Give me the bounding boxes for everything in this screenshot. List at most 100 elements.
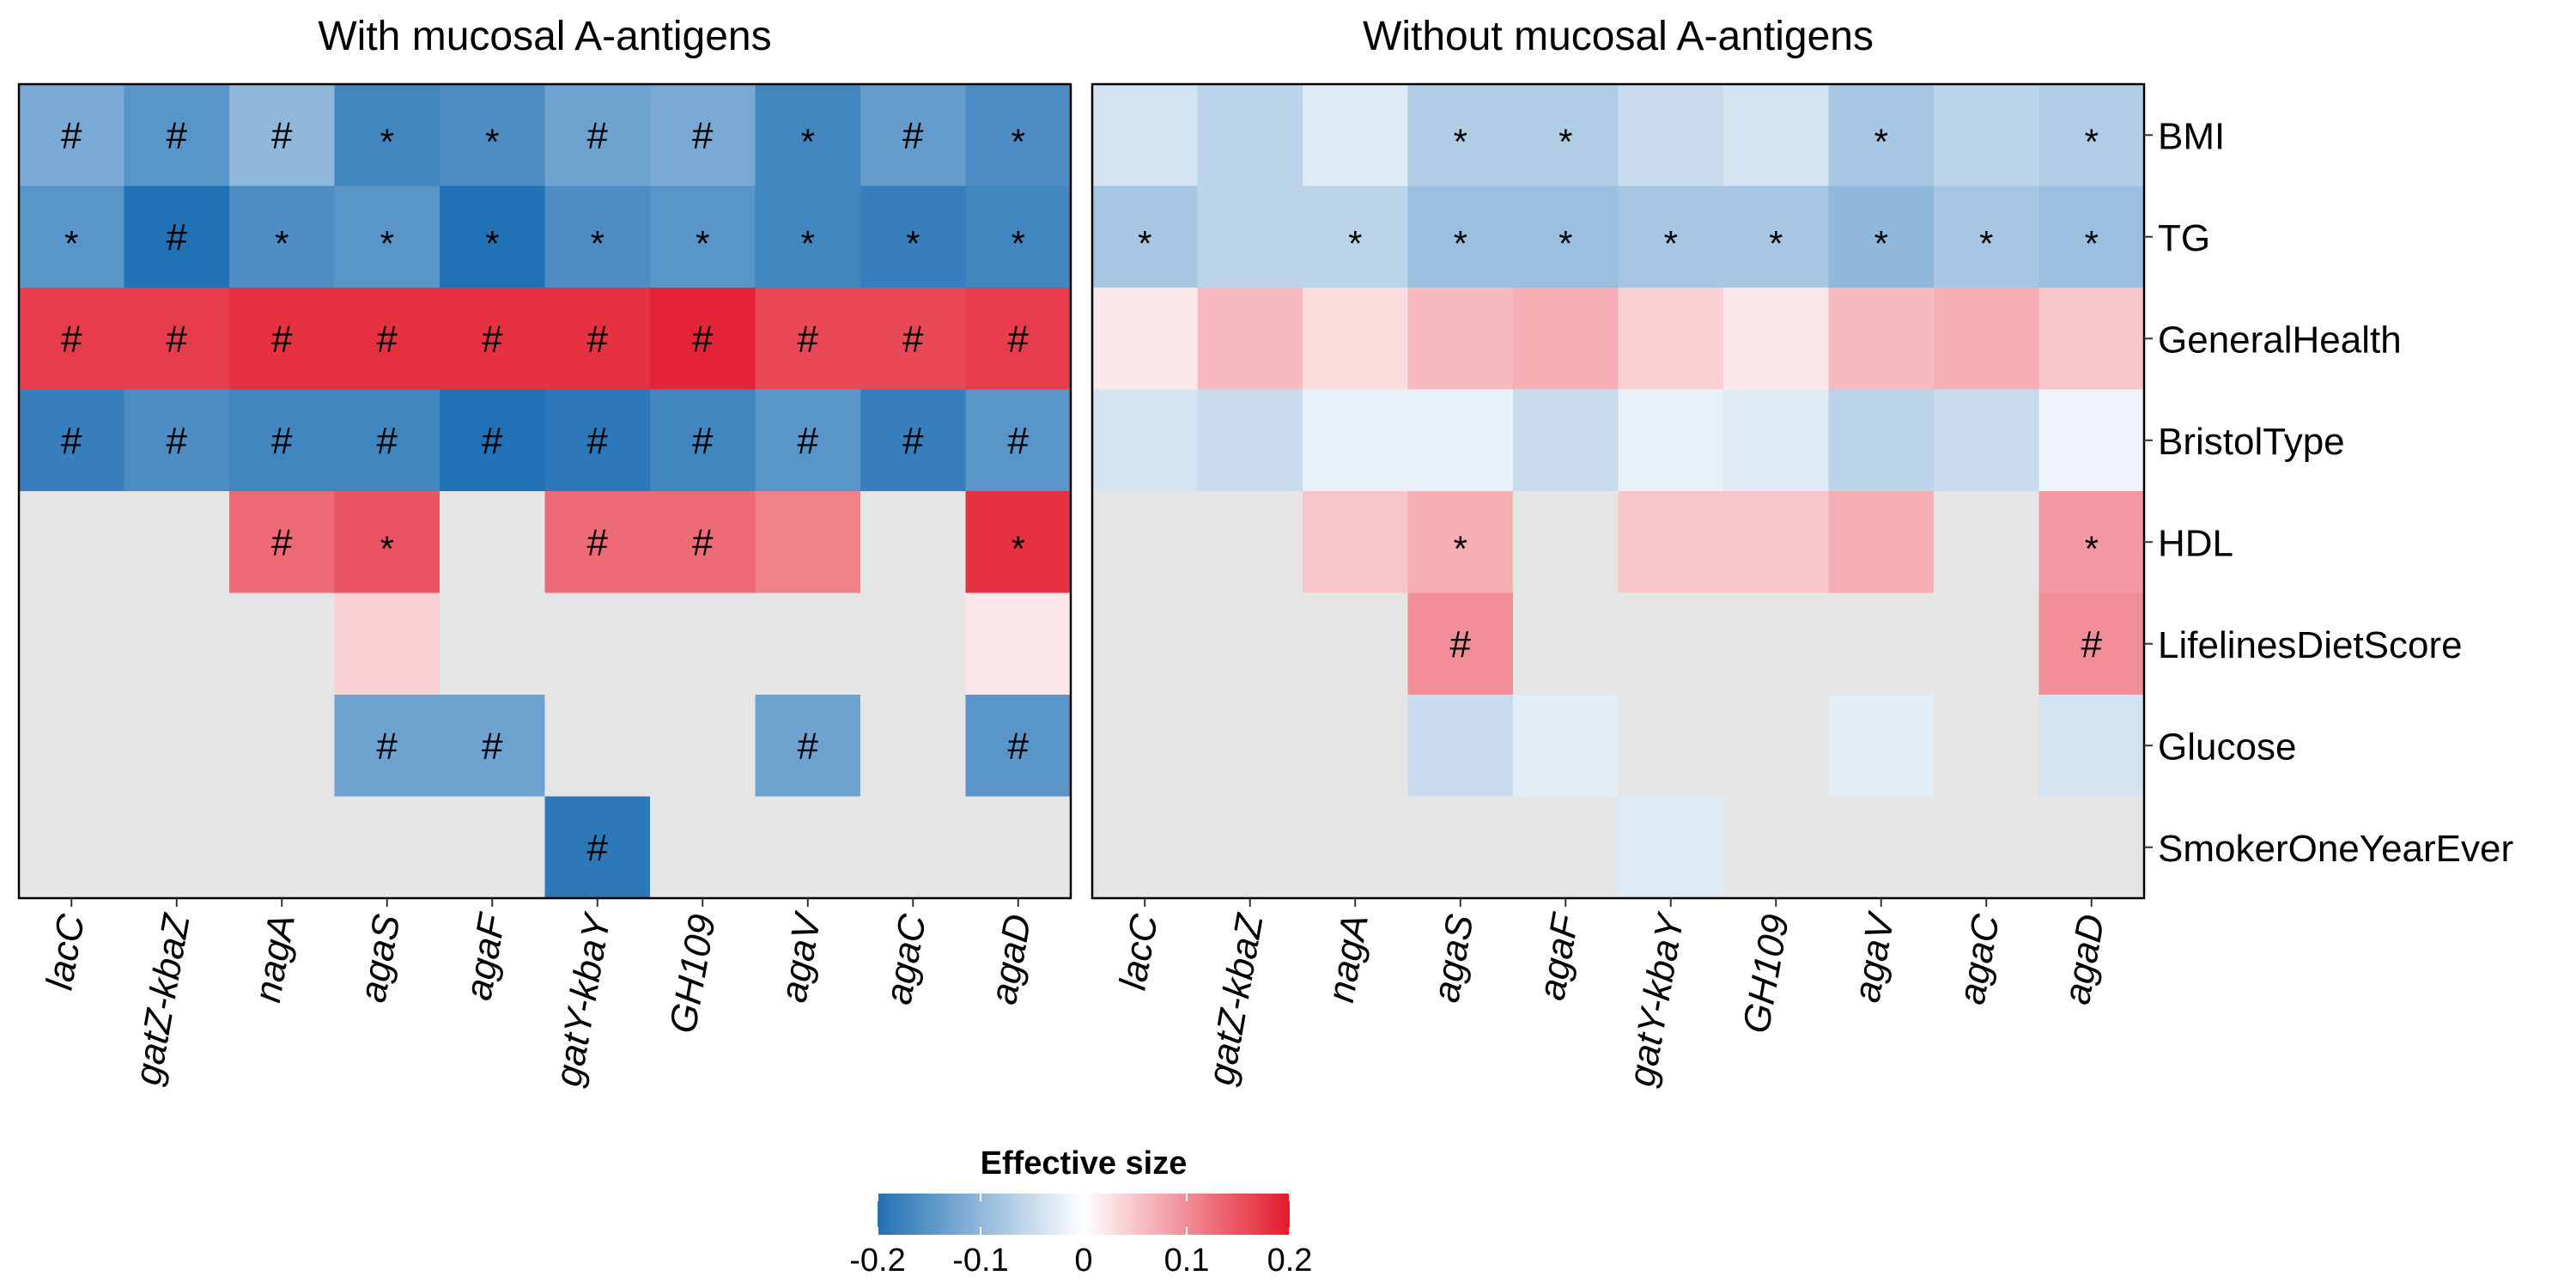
heatmap-cell xyxy=(1828,84,1935,187)
heatmap-cell xyxy=(1723,592,1830,696)
significance-mark: # xyxy=(271,318,293,360)
heatmap-cell xyxy=(229,695,336,798)
heatmap-cell xyxy=(440,592,546,696)
heatmap-cell xyxy=(2038,592,2145,696)
heatmap-cell xyxy=(440,185,546,289)
significance-mark: * xyxy=(1558,223,1572,264)
heatmap-cell xyxy=(229,389,336,492)
heatmap-cell xyxy=(1828,491,1935,594)
heatmap-cell xyxy=(1934,491,2040,594)
heatmap-cell xyxy=(2038,695,2145,798)
significance-mark: # xyxy=(1008,725,1030,767)
heatmap-cell xyxy=(1092,288,1199,391)
heatmap-cell xyxy=(440,491,546,594)
significance-mark: # xyxy=(692,521,714,563)
heatmap-cell xyxy=(124,288,230,391)
heatmap-cell xyxy=(19,288,125,391)
x-tick-label: gatZ-kbaZ xyxy=(1200,909,1272,1088)
x-tick-label: agaF xyxy=(457,909,513,1003)
heatmap-cell xyxy=(544,288,651,391)
significance-mark: # xyxy=(798,420,819,462)
heatmap-panel-2: Without mucosal A-antigens * * * * * * * * * * * * * *… xyxy=(1091,14,2146,1090)
heatmap-cell xyxy=(1407,695,1514,798)
legend-tick-label: 0 xyxy=(1074,1242,1092,1279)
heatmap-cell xyxy=(860,185,967,289)
significance-mark: # xyxy=(377,725,398,767)
heatmap-cell xyxy=(860,491,967,594)
x-tick-label: agaD xyxy=(2056,911,2113,1007)
heatmap-cell xyxy=(1197,695,1303,798)
heatmap-cell xyxy=(19,84,125,187)
heatmap-cell xyxy=(334,491,440,594)
significance-mark: # xyxy=(377,420,398,462)
heatmap-cell xyxy=(544,592,651,696)
significance-mark: # xyxy=(1450,623,1472,665)
heatmap-cell xyxy=(124,389,230,492)
heatmap-cell xyxy=(860,695,967,798)
legend-tick-label: 0.1 xyxy=(1164,1242,1210,1279)
heatmap-cell xyxy=(124,796,230,899)
significance-mark: # xyxy=(482,420,503,462)
heatmap-cell xyxy=(1197,592,1303,696)
significance-mark: * xyxy=(485,121,499,161)
significance-mark: * xyxy=(64,223,78,264)
heatmap-cell xyxy=(965,796,1072,899)
heatmap-cell xyxy=(1828,796,1935,899)
heatmap-cell xyxy=(650,185,756,289)
heatmap-cell xyxy=(1618,491,1724,594)
heatmap-cell xyxy=(1197,389,1303,492)
heatmap-cell xyxy=(1828,185,1935,289)
significance-mark: * xyxy=(1348,223,1362,264)
heatmap-cell xyxy=(19,491,125,594)
heatmap-cell xyxy=(19,185,125,289)
x-tick-label: gatY-kbaY xyxy=(1620,909,1692,1090)
heatmap-cell xyxy=(440,288,546,391)
heatmap-cell xyxy=(1934,695,2040,798)
legend-tick-label: -0.1 xyxy=(952,1242,1008,1279)
significance-mark: * xyxy=(485,223,499,264)
significance-mark: * xyxy=(591,223,605,264)
heatmap-cell xyxy=(440,84,546,187)
significance-mark: * xyxy=(906,223,920,264)
heatmap-cell xyxy=(440,389,546,492)
heatmap-cell xyxy=(1303,389,1409,492)
heatmap-cell xyxy=(1513,796,1619,899)
heatmap-cell xyxy=(1303,695,1409,798)
heatmap-cell xyxy=(1723,84,1830,187)
significance-mark: # xyxy=(61,318,82,360)
significance-mark: # xyxy=(902,420,924,462)
heatmap-cell xyxy=(544,796,651,899)
heatmap-cell xyxy=(1934,592,2040,696)
heatmap-cell xyxy=(1828,592,1935,696)
significance-mark: * xyxy=(1979,223,1993,264)
heatmap-cell xyxy=(1407,389,1514,492)
heatmap-cell xyxy=(755,185,861,289)
significance-mark: * xyxy=(801,223,815,264)
heatmap-cell xyxy=(1197,185,1303,289)
y-tick-label: GeneralHealth xyxy=(2158,319,2402,361)
significance-mark: * xyxy=(1454,528,1467,568)
significance-mark: * xyxy=(2085,223,2099,264)
x-tick-label: agaF xyxy=(1530,909,1587,1003)
heatmap-cell xyxy=(1407,491,1514,594)
heatmap-cell xyxy=(650,288,756,391)
significance-mark: # xyxy=(692,114,714,156)
heatmap-cell xyxy=(1407,796,1514,899)
heatmap-cell xyxy=(965,695,1072,798)
x-tick-label: agaC xyxy=(878,910,935,1007)
significance-mark: * xyxy=(2085,121,2099,161)
heatmap-cell xyxy=(1934,288,2040,391)
heatmap-cell xyxy=(650,592,756,696)
heatmap-cell xyxy=(229,185,336,289)
heatmap-cell xyxy=(860,84,967,187)
heatmap-cell xyxy=(1618,288,1724,391)
significance-mark: # xyxy=(167,420,188,462)
heatmap-cell xyxy=(1092,592,1199,696)
heatmap-cell xyxy=(334,84,440,187)
significance-mark: * xyxy=(1664,223,1678,264)
heatmap-cell xyxy=(124,84,230,187)
heatmap-cell xyxy=(1513,389,1619,492)
heatmap-cell xyxy=(1092,389,1199,492)
heatmap-cell xyxy=(650,389,756,492)
